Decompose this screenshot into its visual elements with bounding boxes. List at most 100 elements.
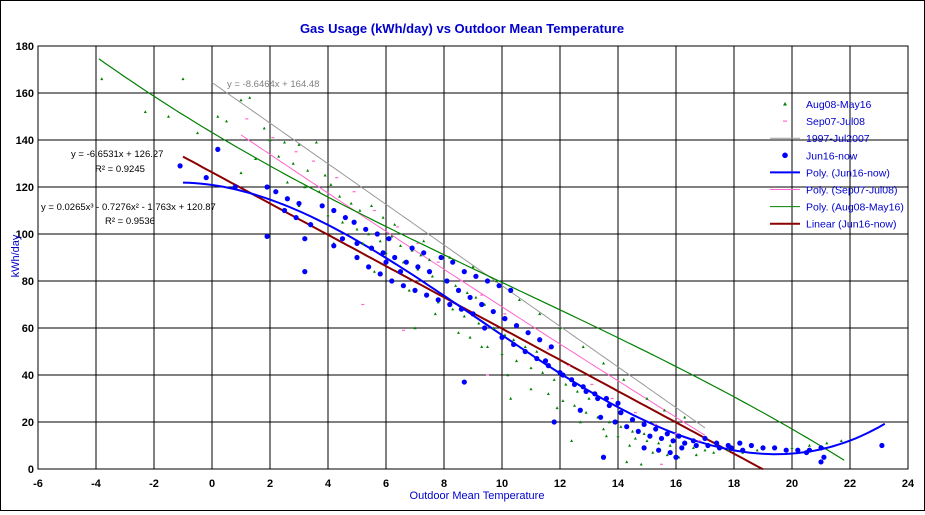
y-tick-label: 60 [22, 323, 34, 335]
x-tick-label: -6 [33, 478, 43, 490]
point-jun16 [403, 259, 409, 265]
x-tick-label: 8 [441, 478, 447, 490]
point-jun16 [490, 308, 496, 315]
point-jun16 [545, 363, 552, 369]
point-aug08 [370, 204, 373, 207]
point-jun16 [296, 200, 302, 207]
point-aug08 [100, 77, 104, 81]
point-aug08 [517, 298, 521, 301]
point-aug08 [390, 234, 394, 238]
point-aug08 [399, 244, 402, 247]
point-aug08 [216, 114, 220, 118]
point-aug08 [642, 432, 646, 435]
point-aug08 [480, 345, 484, 348]
point-jun16 [400, 283, 406, 289]
trendlines [98, 58, 886, 471]
point-aug08 [468, 335, 472, 339]
point-jun16 [740, 447, 746, 453]
point-aug08 [839, 439, 843, 442]
point-jun16 [577, 407, 583, 413]
ref-equation: y = -8.6464x + 164.48 [227, 79, 319, 90]
point-jun16 [525, 330, 531, 336]
point-jun16 [264, 233, 270, 239]
point-aug08 [645, 396, 649, 400]
point-jun16 [510, 341, 517, 348]
poly-aug08-line [98, 58, 845, 461]
point-aug08 [755, 448, 759, 452]
point-jun16 [795, 447, 801, 453]
point-aug08 [262, 126, 266, 130]
point-aug08 [726, 448, 730, 452]
point-aug08 [448, 255, 452, 259]
point-jun16 [603, 395, 610, 402]
point-jun16 [450, 259, 456, 265]
point-aug08 [451, 307, 455, 311]
point-jun16 [690, 438, 697, 444]
point-aug08 [645, 439, 649, 442]
point-aug08 [285, 180, 289, 184]
point-jun16 [215, 146, 221, 152]
y-tick-label: 0 [28, 464, 34, 476]
legend-label: Poly. (Jun16-now) [806, 167, 890, 179]
point-jun16 [354, 254, 360, 261]
point-jun16 [351, 219, 357, 225]
point-aug08 [703, 448, 707, 452]
point-aug08 [633, 436, 637, 440]
point-aug08 [329, 183, 333, 186]
x-tick-label: -2 [149, 478, 159, 490]
point-jun16 [484, 278, 491, 284]
x-tick-label: 20 [786, 478, 798, 490]
point-aug08 [381, 215, 385, 219]
point-jun16 [760, 445, 766, 451]
plot-area [37, 45, 909, 470]
point-aug08 [338, 194, 342, 198]
point-jun16 [542, 358, 549, 364]
point-jun16 [522, 348, 528, 355]
point-aug08 [628, 443, 632, 447]
point-jun16 [818, 445, 824, 451]
x-tick-label: -4 [91, 478, 102, 490]
point-jun16 [424, 292, 430, 298]
point-aug08 [790, 446, 794, 450]
point-aug08 [631, 429, 634, 433]
legend-label: Sep07-Jul08 [806, 116, 865, 128]
point-aug08 [604, 434, 608, 438]
point-jun16 [580, 384, 586, 390]
point-jun16 [293, 214, 299, 221]
legend-label: Aug08-May16 [806, 99, 872, 111]
point-aug08 [506, 373, 510, 377]
poly-equation: y = 0.0265x³ - 0.7276x² - 1.763x + 120.8… [41, 202, 216, 213]
x-tick-label: 10 [496, 478, 508, 490]
point-jun16 [508, 287, 514, 293]
point-aug08 [283, 140, 286, 144]
linear-r2: R² = 0.9245 [95, 164, 145, 175]
point-aug08 [486, 345, 489, 348]
legend-label: Linear (Jun16-now) [806, 219, 896, 231]
point-aug08 [303, 185, 307, 189]
point-jun16 [499, 334, 505, 340]
point-aug08 [457, 331, 460, 334]
point-aug08 [378, 239, 382, 243]
point-jun16 [569, 377, 575, 383]
x-tick-label: 24 [902, 478, 915, 490]
point-jun16 [598, 414, 604, 420]
point-jun16 [458, 306, 464, 312]
point-jun16 [606, 402, 612, 409]
point-aug08 [570, 439, 574, 442]
point-aug08 [581, 345, 585, 348]
x-tick-label: 14 [612, 478, 625, 490]
point-aug08 [712, 450, 716, 454]
y-tick-label: 120 [16, 182, 34, 194]
point-jun16 [380, 250, 386, 256]
point-jun16 [679, 445, 685, 451]
point-aug08 [196, 131, 199, 135]
point-jun16 [467, 294, 473, 301]
point-jun16 [415, 264, 421, 270]
point-jun16 [624, 424, 630, 430]
point-jun16 [479, 301, 485, 308]
point-jun16 [635, 428, 641, 434]
point-aug08 [454, 284, 458, 287]
point-aug08 [529, 387, 533, 391]
point-jun16 [618, 410, 624, 416]
point-jun16 [389, 278, 395, 284]
